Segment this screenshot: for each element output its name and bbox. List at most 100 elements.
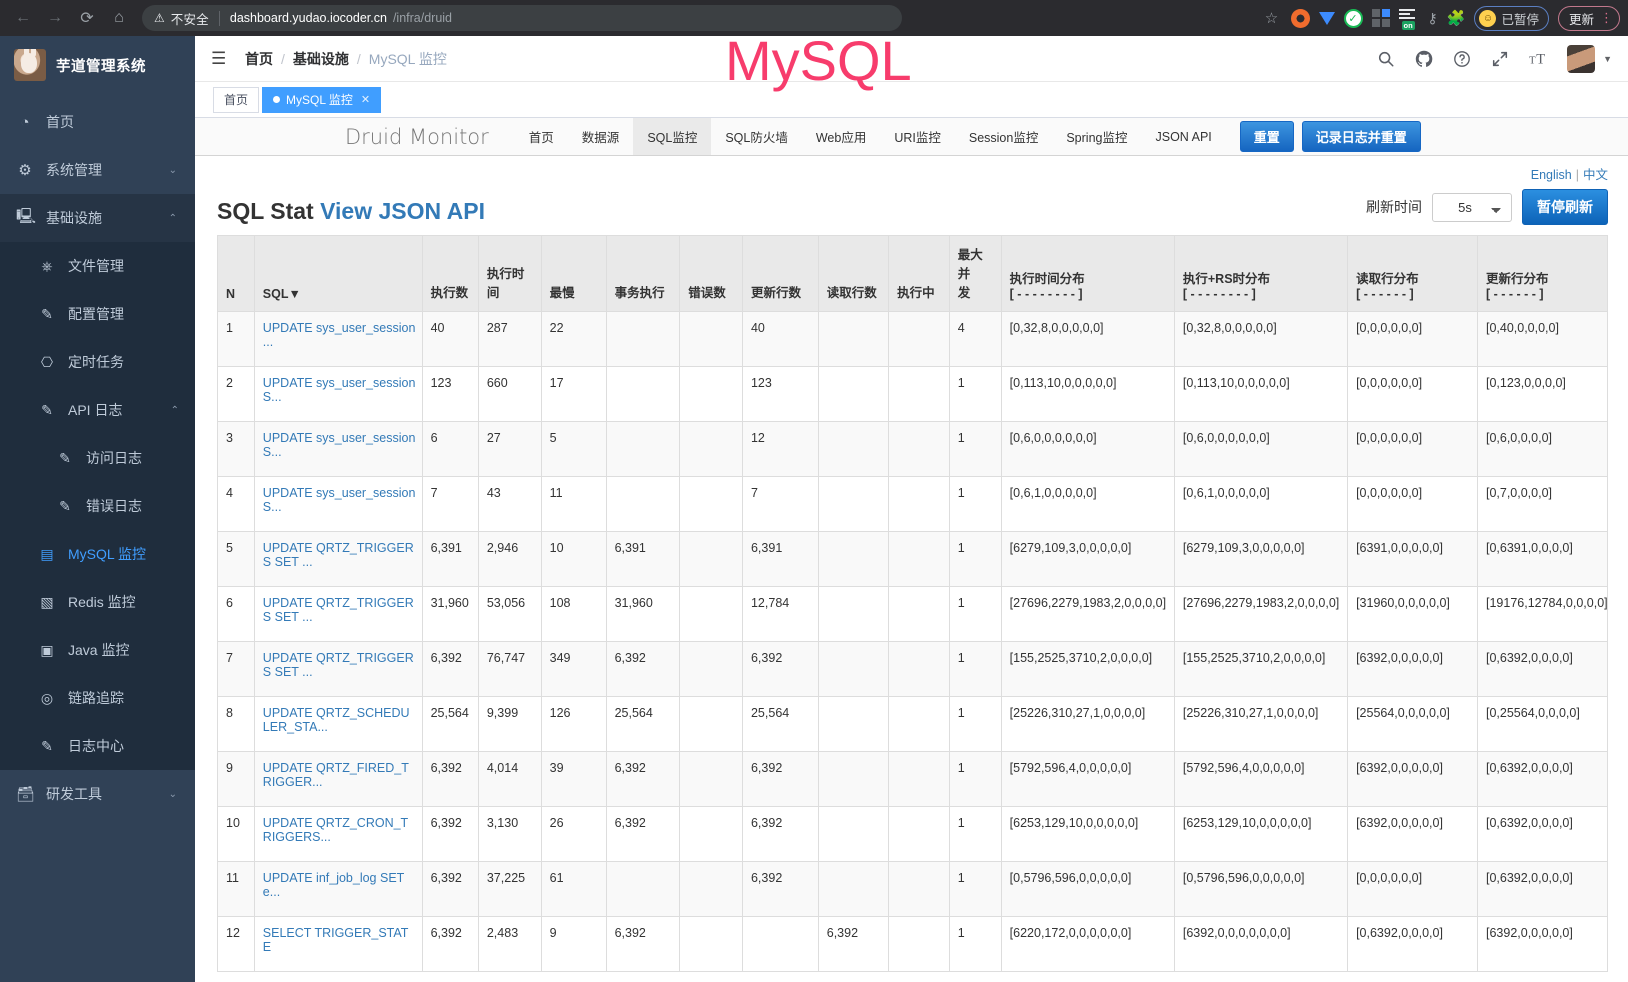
cell-sql[interactable]: SELECT TRIGGER_STATE [253, 916, 423, 972]
cell-sql[interactable]: UPDATE sys_user_session S... [253, 421, 423, 477]
address-bar[interactable]: ⚠ 不安全 dashboard.yudao.iocoder.cn/infra/d… [142, 5, 902, 31]
extension-diamond-icon[interactable] [1318, 11, 1335, 25]
bookmark-star-icon[interactable]: ☆ [1264, 10, 1279, 27]
sql-link[interactable]: UPDATE QRTZ_CRON_TRIGGERS... [262, 816, 409, 844]
help-icon[interactable] [1453, 50, 1471, 68]
sidebar-item-system[interactable]: ⚙ 系统管理 ⌄ [0, 146, 195, 194]
sync-paused-button[interactable]: ☺ 已暂停 [1474, 5, 1549, 31]
fullscreen-icon[interactable] [1491, 50, 1509, 68]
reload-icon[interactable]: ⟳ [80, 10, 94, 27]
cell-sql[interactable]: UPDATE QRTZ_SCHEDULER_STA... [253, 696, 423, 752]
th-n[interactable]: N [217, 235, 255, 312]
sidebar-item-scheduled-task[interactable]: ⎔ 定时任务 [0, 338, 195, 386]
sql-link[interactable]: UPDATE QRTZ_TRIGGERS SET ... [262, 596, 414, 624]
github-icon[interactable] [1415, 50, 1433, 68]
th-read-rows[interactable]: 读取行数 [817, 235, 890, 312]
druid-nav-sql-monitor[interactable]: SQL监控 [633, 118, 712, 155]
sidebar-item-access-log[interactable]: ✎ 访问日志 [0, 434, 195, 482]
th-tx-exec[interactable]: 事务执行 [605, 235, 681, 312]
sql-link[interactable]: UPDATE QRTZ_FIRED_TRIGGER... [262, 761, 409, 789]
forward-icon[interactable]: → [47, 9, 63, 26]
back-icon[interactable]: ← [15, 9, 31, 26]
sidebar-item-java-monitor[interactable]: ▣ Java 监控 [0, 626, 195, 674]
sidebar-item-config-manage[interactable]: ✎ 配置管理 [0, 290, 195, 338]
extension-toggle-on-icon[interactable]: on [1398, 9, 1419, 30]
home-icon[interactable]: ⌂ [114, 9, 124, 26]
view-json-api-link[interactable]: View JSON API [320, 198, 486, 224]
th-exec-time[interactable]: 执行时间 [477, 235, 542, 312]
sidebar-item-mysql-monitor[interactable]: ▤ MySQL 监控 [0, 530, 195, 578]
druid-nav-web-app[interactable]: Web应用 [815, 131, 867, 145]
extension-grid-icon[interactable] [1371, 9, 1390, 27]
sql-link[interactable]: UPDATE QRTZ_TRIGGERS SET ... [262, 651, 414, 679]
extensions-puzzle-icon[interactable]: 🧩 [1446, 10, 1466, 27]
th-sql[interactable]: SQL▼ [253, 235, 423, 312]
hamburger-icon[interactable]: ☰ [211, 48, 227, 68]
th-slowest[interactable]: 最慢 [540, 235, 607, 312]
th-error-count[interactable]: 错误数 [679, 235, 743, 312]
cell-sql[interactable]: UPDATE QRTZ_TRIGGERS SET ... [253, 641, 423, 697]
tab-mysql-monitor[interactable]: MySQL 监控 ✕ [262, 86, 382, 113]
th-update-rows[interactable]: 更新行数 [741, 235, 819, 312]
sidebar-item-file-manage[interactable]: ⎈ 文件管理 [0, 242, 195, 290]
sidebar-item-trace[interactable]: ◎ 链路追踪 [0, 674, 195, 722]
druid-nav-json-api[interactable]: JSON API [1155, 129, 1212, 144]
chevron-down-icon[interactable]: ▼ [1603, 53, 1612, 64]
avatar[interactable] [1567, 44, 1596, 73]
th-exec-time-dist[interactable]: 执行时间分布 [ - - - - - - - - ] [1000, 235, 1175, 312]
sidebar-item-redis-monitor[interactable]: ▧ Redis 监控 [0, 578, 195, 626]
cell-sql[interactable]: UPDATE QRTZ_TRIGGERS SET ... [253, 586, 423, 642]
sql-link[interactable]: SELECT TRIGGER_STATE [262, 926, 409, 954]
reset-button[interactable]: 重置 [1239, 121, 1294, 152]
sql-link[interactable]: UPDATE sys_user_session S... [262, 376, 416, 404]
sql-link[interactable]: UPDATE QRTZ_TRIGGERS SET ... [262, 541, 414, 569]
druid-nav-session-monitor[interactable]: Session监控 [968, 131, 1039, 145]
sql-link[interactable]: UPDATE sys_user_session S... [262, 431, 416, 459]
cell-sql[interactable]: UPDATE QRTZ_CRON_TRIGGERS... [253, 806, 423, 862]
cell-sql[interactable]: UPDATE QRTZ_FIRED_TRIGGER... [253, 751, 423, 807]
sidebar-item-api-log[interactable]: ✎ API 日志 ⌃ [0, 386, 195, 434]
sidebar-item-log-center[interactable]: ✎ 日志中心 [0, 722, 195, 770]
th-max-concurrent[interactable]: 最大并 发 [948, 235, 1002, 312]
druid-nav-uri-monitor[interactable]: URI监控 [894, 131, 941, 145]
th-read-rows-dist[interactable]: 读取行分布 [ - - - - - - ] [1347, 235, 1478, 312]
cell-sql[interactable]: UPDATE sys_user_session ... [253, 311, 423, 367]
lang-chinese-link[interactable]: 中文 [1582, 168, 1608, 182]
sidebar-item-dev-tools[interactable]: 🗃 研发工具 ⌄ [0, 770, 195, 818]
th-exec-rs-dist[interactable]: 执行+RS时分布 [ - - - - - - - - ] [1173, 235, 1349, 312]
refresh-interval-select[interactable]: 5s [1432, 192, 1512, 222]
druid-nav-sql-firewall[interactable]: SQL防火墙 [725, 131, 788, 145]
sql-link[interactable]: UPDATE sys_user_session S... [262, 486, 416, 514]
tab-home[interactable]: 首页 [213, 86, 260, 113]
cell-sql[interactable]: UPDATE sys_user_session S... [253, 366, 423, 422]
sidebar-item-home[interactable]: ◔ 首页 [0, 98, 195, 146]
breadcrumb-item-infra[interactable]: 基础设施 [292, 50, 349, 67]
sql-link[interactable]: UPDATE inf_job_log SET e... [262, 871, 405, 899]
cell-sql[interactable]: UPDATE inf_job_log SET e... [253, 861, 423, 917]
update-button[interactable]: 更新 ⋮ [1557, 5, 1620, 31]
sql-link[interactable]: UPDATE sys_user_session ... [262, 321, 416, 349]
close-icon[interactable]: ✕ [360, 94, 371, 106]
druid-nav-datasource[interactable]: 数据源 [581, 131, 620, 145]
th-exec-count[interactable]: 执行数 [421, 235, 479, 312]
log-and-reset-button[interactable]: 记录日志并重置 [1301, 121, 1421, 152]
sql-link[interactable]: UPDATE QRTZ_SCHEDULER_STA... [262, 706, 410, 734]
cell-sql[interactable]: UPDATE sys_user_session S... [253, 476, 423, 532]
kebab-menu-icon[interactable]: ⋮ [1600, 10, 1613, 25]
breadcrumb-item-home[interactable]: 首页 [245, 50, 273, 67]
extension-orange-icon[interactable] [1290, 8, 1310, 28]
druid-nav-spring-monitor[interactable]: Spring监控 [1066, 131, 1128, 145]
druid-nav-home[interactable]: 首页 [528, 131, 554, 145]
extension-key-icon[interactable]: ⚷ [1427, 9, 1438, 26]
sidebar-item-error-log[interactable]: ✎ 错误日志 [0, 482, 195, 530]
extension-check-icon[interactable]: ✓ [1343, 8, 1363, 28]
th-running[interactable]: 执行中 [888, 235, 950, 312]
cell-sql[interactable]: UPDATE QRTZ_TRIGGERS SET ... [253, 531, 423, 587]
search-icon[interactable] [1377, 50, 1395, 68]
sidebar-item-infra[interactable]: 🖳 基础设施 ⌃ [0, 194, 195, 242]
lang-english-link[interactable]: English [1530, 168, 1572, 182]
pause-refresh-button[interactable]: 暂停刷新 [1522, 189, 1608, 225]
th-update-rows-dist[interactable]: 更新行分布 [ - - - - - - ] [1476, 235, 1609, 312]
sidebar-brand[interactable]: 芋道管理系统 [0, 42, 195, 88]
